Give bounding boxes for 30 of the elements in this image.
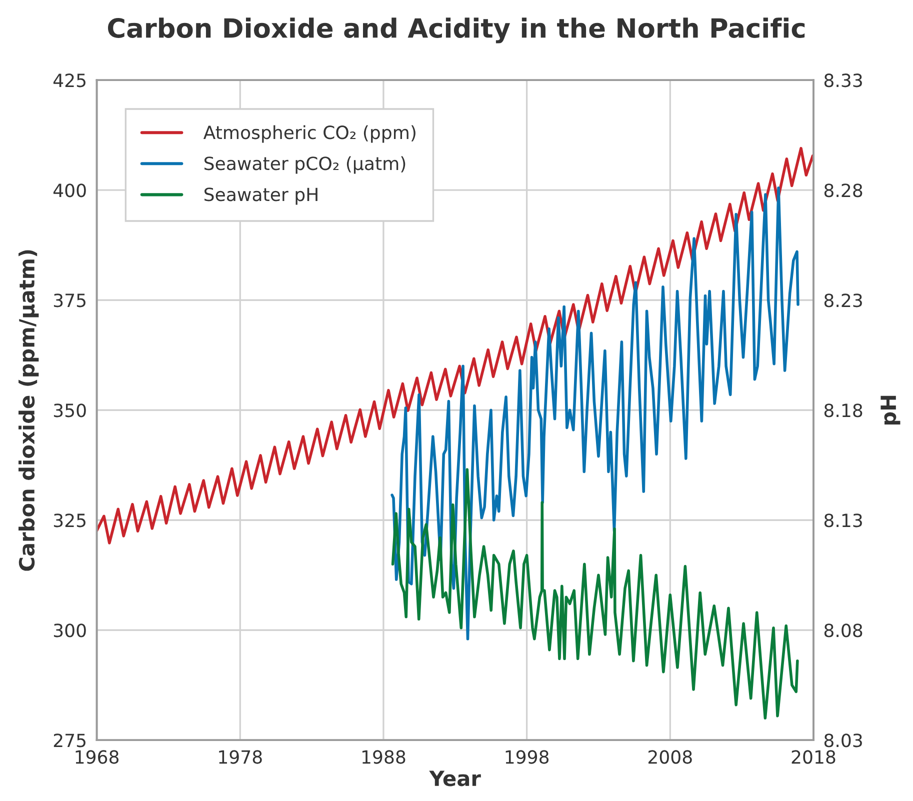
y-tick-label: 275	[54, 734, 86, 748]
line-series	[390, 186, 800, 640]
y-tick-label: 350	[54, 404, 86, 418]
y-tick-label: 375	[54, 294, 86, 308]
x-tick-label: 1988	[362, 750, 406, 764]
y-tick-label: 425	[53, 74, 86, 88]
x-tick-label: 2008	[648, 750, 692, 764]
line-series	[96, 146, 814, 544]
y2-tick-label: 8.18	[824, 404, 862, 418]
y2-tick-label: 8.03	[824, 734, 862, 748]
x-axis-title: Year	[429, 770, 481, 786]
y-tick-label: 325	[54, 514, 86, 528]
y2-tick-label: 8.28	[824, 184, 862, 198]
y-tick-label: 400	[53, 184, 86, 198]
y2-tick-label: 8.13	[824, 514, 862, 528]
x-tick-label: 1968	[76, 750, 119, 764]
legend-label: Seawater pCO₂ (µatm)	[204, 156, 406, 174]
line-series	[391, 468, 799, 720]
legend-label: Atmospheric CO₂ (ppm)	[203, 125, 416, 143]
y2-tick-label: 8.08	[824, 624, 862, 638]
x-tick-label: 1998	[506, 750, 549, 764]
chart-title: Carbon Dioxide and Acidity in the North Pacific	[108, 18, 805, 44]
x-tick-label: 2018	[792, 750, 836, 764]
y-axis-title: Carbon dioxide (ppm/µatm)	[18, 250, 39, 571]
y2-tick-label: 8.33	[824, 74, 862, 88]
y-tick-label: 300	[54, 624, 86, 638]
x-tick-label: 1978	[219, 750, 262, 764]
legend-label: Seawater pH	[204, 188, 318, 205]
y2-axis-title: pH	[880, 396, 900, 425]
y2-tick-label: 8.23	[824, 294, 862, 308]
